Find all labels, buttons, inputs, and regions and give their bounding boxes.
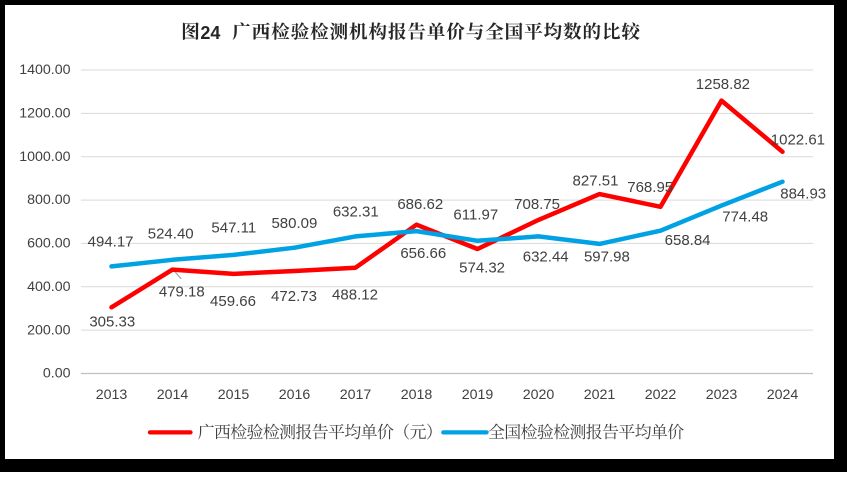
svg-text:2018: 2018 xyxy=(401,387,433,403)
svg-text:479.18: 479.18 xyxy=(159,284,205,301)
svg-text:2019: 2019 xyxy=(462,387,494,403)
svg-text:2013: 2013 xyxy=(96,387,128,403)
svg-text:656.66: 656.66 xyxy=(400,245,446,262)
svg-text:400.00: 400.00 xyxy=(27,279,71,295)
svg-text:2014: 2014 xyxy=(157,387,189,403)
svg-text:24: 24 xyxy=(200,23,220,43)
svg-text:774.48: 774.48 xyxy=(722,208,768,225)
svg-text:600.00: 600.00 xyxy=(27,236,71,252)
svg-text:658.84: 658.84 xyxy=(665,232,711,249)
svg-text:1022.61: 1022.61 xyxy=(771,131,825,148)
svg-text:2023: 2023 xyxy=(706,387,738,403)
svg-text:686.62: 686.62 xyxy=(397,196,443,213)
svg-text:800.00: 800.00 xyxy=(27,192,71,208)
svg-text:2020: 2020 xyxy=(523,387,555,403)
svg-text:1400.00: 1400.00 xyxy=(19,62,70,78)
svg-text:2015: 2015 xyxy=(218,387,250,403)
svg-text:1000.00: 1000.00 xyxy=(19,149,70,165)
svg-text:1200.00: 1200.00 xyxy=(19,106,70,122)
svg-text:580.09: 580.09 xyxy=(271,215,317,232)
svg-text:459.66: 459.66 xyxy=(210,293,256,310)
svg-text:2016: 2016 xyxy=(279,387,311,403)
svg-text:574.32: 574.32 xyxy=(459,260,505,277)
svg-text:200.00: 200.00 xyxy=(27,322,71,338)
svg-text:305.33: 305.33 xyxy=(89,313,135,330)
svg-text:827.51: 827.51 xyxy=(573,173,619,190)
svg-text:488.12: 488.12 xyxy=(332,286,378,303)
svg-text:611.97: 611.97 xyxy=(453,207,498,224)
svg-text:884.93: 884.93 xyxy=(780,185,826,202)
svg-text:2024: 2024 xyxy=(767,387,799,403)
svg-text:632.31: 632.31 xyxy=(333,203,379,220)
svg-text:2021: 2021 xyxy=(584,387,616,403)
svg-text:0.00: 0.00 xyxy=(43,366,71,382)
svg-text:2017: 2017 xyxy=(340,387,372,403)
svg-text:494.17: 494.17 xyxy=(88,234,134,251)
svg-text:708.75: 708.75 xyxy=(514,196,560,213)
svg-text:2022: 2022 xyxy=(645,387,677,403)
svg-text:597.98: 597.98 xyxy=(584,249,630,266)
svg-text:472.73: 472.73 xyxy=(271,288,317,305)
svg-text:1258.82: 1258.82 xyxy=(696,76,750,93)
svg-text:547.11: 547.11 xyxy=(211,220,256,237)
svg-text:632.44: 632.44 xyxy=(523,249,569,266)
svg-text:524.40: 524.40 xyxy=(148,225,194,242)
svg-text:768.95: 768.95 xyxy=(627,179,673,196)
